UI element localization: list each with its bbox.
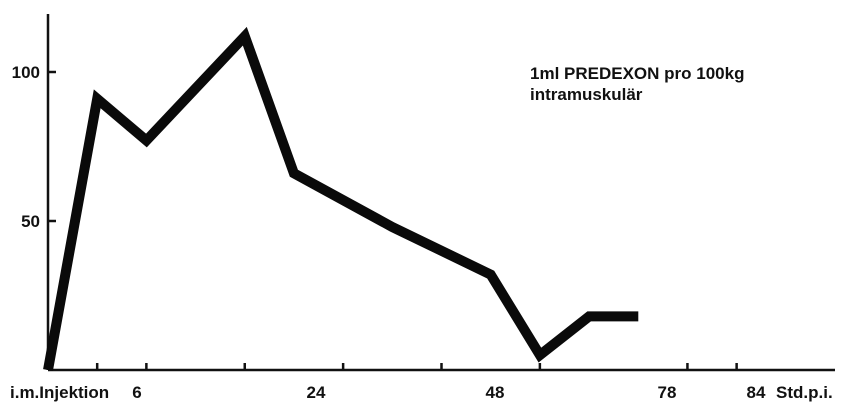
x-tick-label-6: 6 (132, 383, 141, 402)
x-tick-label-84: 84 (747, 383, 766, 402)
x-tick-label-78: 78 (658, 383, 677, 402)
x-tick-label-48: 48 (486, 383, 505, 402)
x-tick-label-injection: i.m.Injektion (10, 383, 109, 402)
y-tick-label-100: 100 (12, 63, 40, 82)
series-line (43, 26, 639, 371)
x-tick-label-24: 24 (307, 383, 326, 402)
y-tick-marks (48, 70, 56, 223)
y-tick-label-50: 50 (21, 212, 40, 231)
annotation-line-1: 1ml PREDEXON pro 100kg (530, 64, 744, 83)
annotation-line-2: intramuskulär (530, 85, 643, 104)
x-axis-unit-label: Std.p.i. (776, 383, 833, 402)
